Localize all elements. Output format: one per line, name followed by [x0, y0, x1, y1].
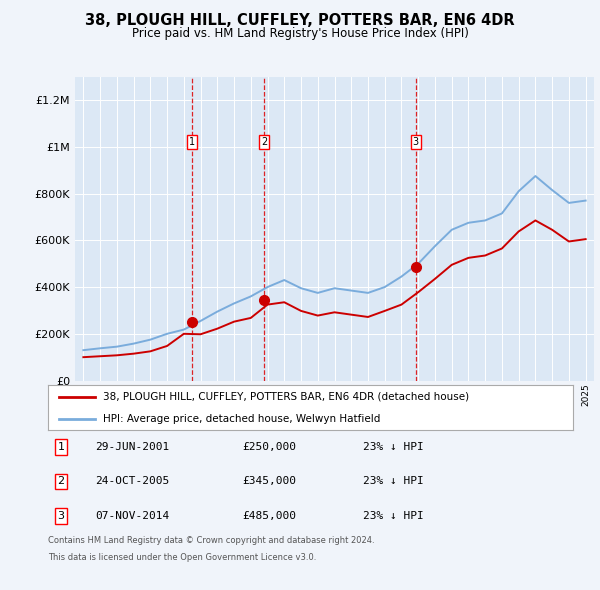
- Text: This data is licensed under the Open Government Licence v3.0.: This data is licensed under the Open Gov…: [48, 553, 316, 562]
- Text: 2: 2: [58, 477, 65, 486]
- Text: 3: 3: [413, 137, 419, 147]
- Text: 29-JUN-2001: 29-JUN-2001: [95, 442, 170, 452]
- Text: 23% ↓ HPI: 23% ↓ HPI: [363, 477, 424, 486]
- Text: 38, PLOUGH HILL, CUFFLEY, POTTERS BAR, EN6 4DR (detached house): 38, PLOUGH HILL, CUFFLEY, POTTERS BAR, E…: [103, 392, 469, 402]
- Text: HPI: Average price, detached house, Welwyn Hatfield: HPI: Average price, detached house, Welw…: [103, 414, 380, 424]
- Text: 23% ↓ HPI: 23% ↓ HPI: [363, 442, 424, 452]
- Text: 2: 2: [261, 137, 268, 147]
- Text: 23% ↓ HPI: 23% ↓ HPI: [363, 511, 424, 521]
- Text: Price paid vs. HM Land Registry's House Price Index (HPI): Price paid vs. HM Land Registry's House …: [131, 27, 469, 40]
- Text: 3: 3: [58, 511, 65, 521]
- Text: 38, PLOUGH HILL, CUFFLEY, POTTERS BAR, EN6 4DR: 38, PLOUGH HILL, CUFFLEY, POTTERS BAR, E…: [85, 13, 515, 28]
- Text: 07-NOV-2014: 07-NOV-2014: [95, 511, 170, 521]
- Text: Contains HM Land Registry data © Crown copyright and database right 2024.: Contains HM Land Registry data © Crown c…: [48, 536, 374, 545]
- Text: £345,000: £345,000: [242, 477, 296, 486]
- Text: 24-OCT-2005: 24-OCT-2005: [95, 477, 170, 486]
- Text: 1: 1: [58, 442, 65, 452]
- Text: £485,000: £485,000: [242, 511, 296, 521]
- Text: £250,000: £250,000: [242, 442, 296, 452]
- Text: 1: 1: [189, 137, 195, 147]
